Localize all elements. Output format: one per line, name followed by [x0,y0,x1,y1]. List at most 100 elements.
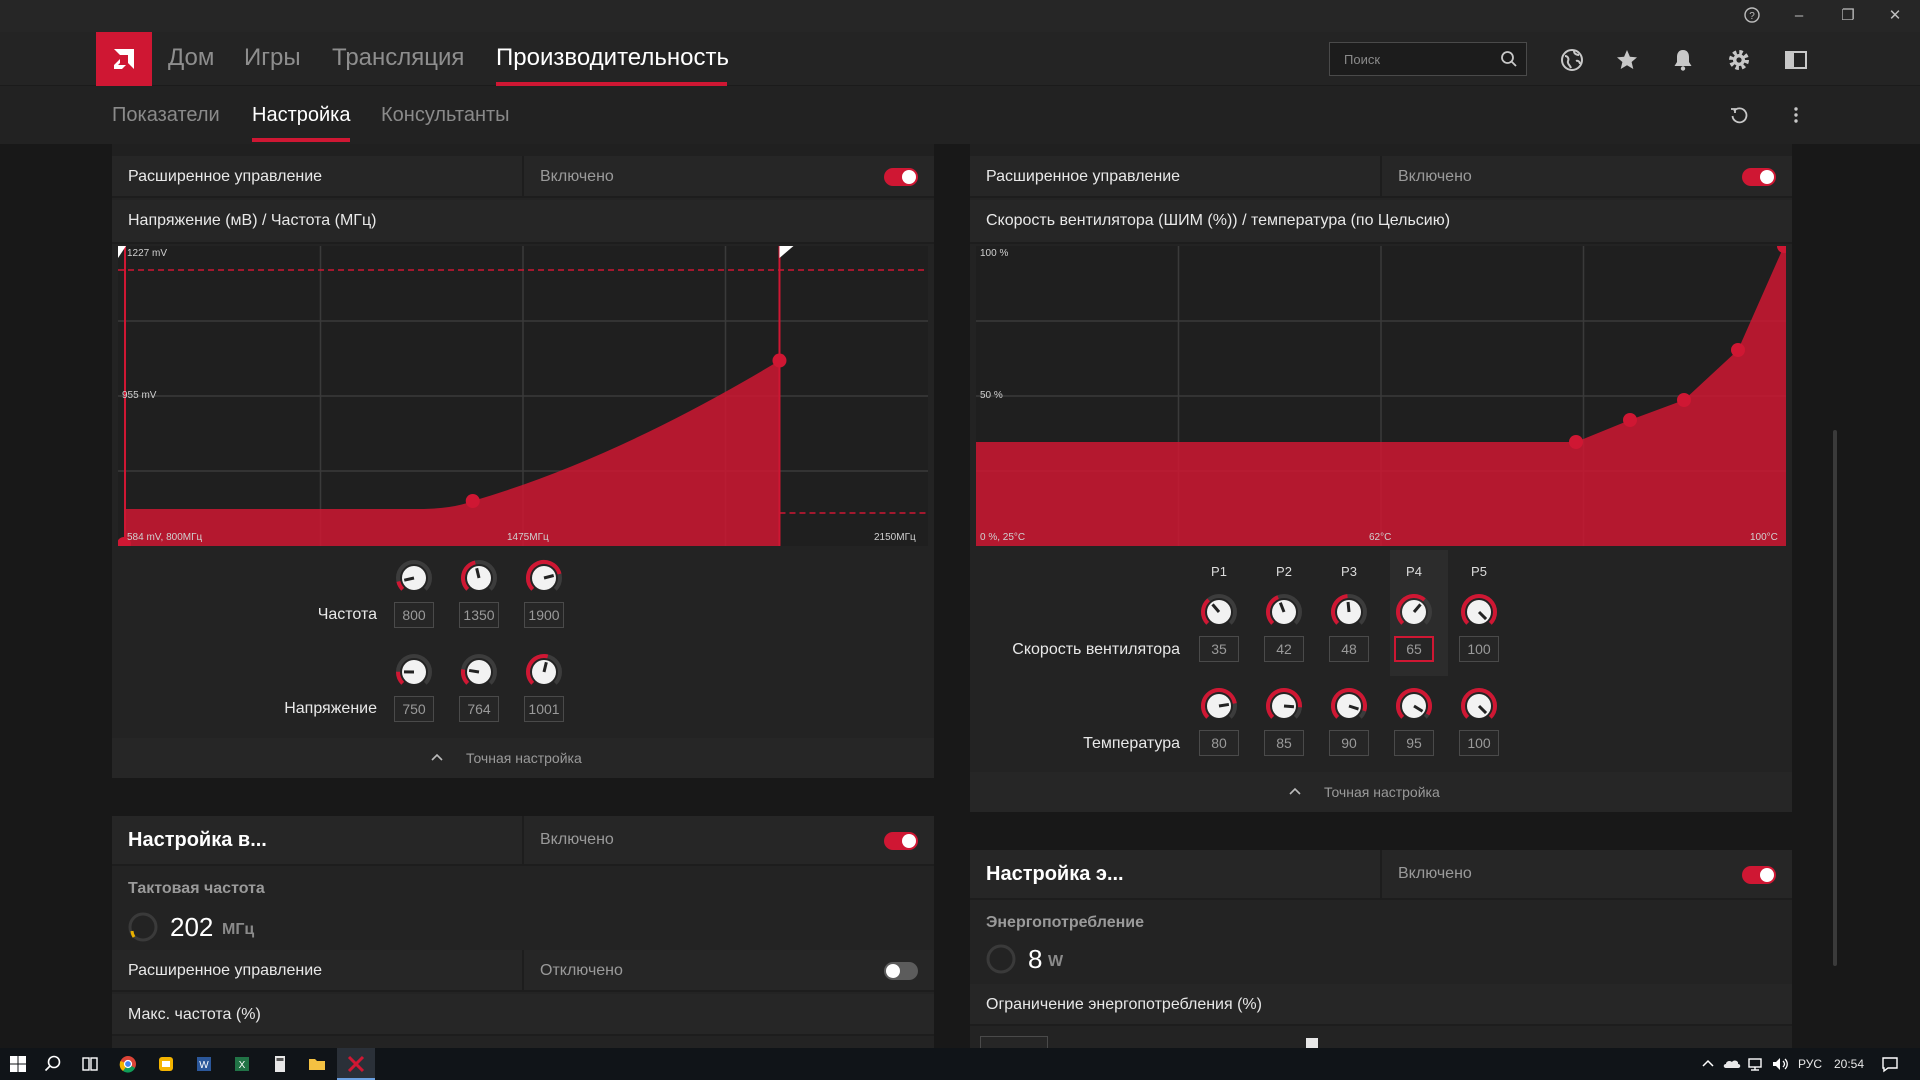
gpu-fine-tune-label[interactable]: Точная настройка [466,750,582,766]
point-label-p5[interactable]: P5 [1471,564,1487,579]
search-input[interactable] [1330,43,1490,75]
gpu-advanced-toggle[interactable] [884,168,918,186]
notifications-icon[interactable] [1880,1054,1900,1074]
volt-3-knob[interactable] [524,652,564,692]
point-label-p1[interactable]: P1 [1211,564,1227,579]
star-icon[interactable] [1614,47,1640,73]
power-toggle[interactable] [1742,866,1776,884]
amd-logo[interactable] [96,32,152,86]
more-icon[interactable] [1786,105,1806,125]
fan-temp-value-5[interactable]: 100 [1459,730,1499,756]
calculator-icon[interactable] [270,1054,290,1074]
fan-temp-value-2[interactable]: 85 [1264,730,1304,756]
fan-temp-3-knob[interactable] [1329,686,1369,726]
power-limit-input-stub[interactable] [980,1036,1048,1048]
amd-logo-icon [114,49,134,69]
point-label-p3[interactable]: P3 [1341,564,1357,579]
vram-toggle[interactable] [884,832,918,850]
windows-start-icon[interactable] [8,1054,28,1074]
fan-speed-4-knob[interactable] [1394,592,1434,632]
chevron-up-icon[interactable] [430,751,444,763]
vram-metric-area [112,866,934,950]
search-box[interactable] [1329,42,1527,76]
tab-games[interactable]: Игры [244,44,301,71]
fan-speed-value-4[interactable]: 65 [1394,636,1434,662]
bell-icon[interactable] [1670,47,1696,73]
freq-value-1[interactable]: 800 [394,602,434,628]
chevron-up-icon[interactable] [1288,785,1302,797]
vram-advanced-row: Расширенное управление Отключено [112,950,934,992]
restore-button[interactable]: ❐ [1841,7,1855,24]
fan-speed-1-knob[interactable] [1199,592,1239,632]
freq-2-knob[interactable] [459,558,499,598]
gear-icon[interactable] [1726,47,1752,73]
fan-fine-tune-label[interactable]: Точная настройка [1324,784,1440,800]
content-scrollbar[interactable] [1833,430,1837,966]
fan-advanced-toggle[interactable] [1742,168,1776,186]
fan-temp-value-3[interactable]: 90 [1329,730,1369,756]
vf-curve-svg[interactable] [117,246,928,551]
file-explorer-icon[interactable] [307,1054,327,1074]
tray-chevron-up-icon[interactable] [1698,1054,1718,1074]
fan-speed-5-knob[interactable] [1459,592,1499,632]
fan-fine-tune-bar[interactable]: Точная настройка [970,772,1792,812]
sidebar-icon[interactable] [1783,47,1809,73]
volt-value-1[interactable]: 750 [394,696,434,722]
freq-value-2[interactable]: 1350 [459,602,499,628]
clock[interactable]: 20:54 [1834,1057,1865,1071]
fan-speed-value-5[interactable]: 100 [1459,636,1499,662]
volume-icon[interactable] [1770,1054,1790,1074]
search-icon[interactable] [1500,50,1518,68]
fan-speed-value-3[interactable]: 48 [1329,636,1369,662]
power-limit-slider-handle[interactable] [1306,1038,1318,1048]
fan-temp-1-knob[interactable] [1199,686,1239,726]
notes-app-icon[interactable] [156,1054,176,1074]
fan-temp-4-knob[interactable] [1394,686,1434,726]
taskbar-search-icon[interactable] [43,1054,63,1074]
title-bar: ? – ❐ ✕ [0,0,1920,32]
tab-streaming[interactable]: Трансляция [332,44,465,71]
task-view-icon[interactable] [80,1054,100,1074]
knob-pointer [1412,603,1422,613]
vram-advanced-toggle[interactable] [884,962,918,980]
subtab-tuning[interactable]: Настройка [252,104,351,126]
help-button[interactable]: ? [1740,6,1764,26]
y-tick-top: 100 % [980,248,1009,259]
tab-home[interactable]: Дом [168,44,215,71]
excel-icon[interactable]: X [232,1054,252,1074]
fan-curve-svg[interactable] [976,239,1791,546]
chrome-icon[interactable] [118,1054,138,1074]
network-icon[interactable] [1746,1054,1766,1074]
freq-1-knob[interactable] [394,558,434,598]
onedrive-icon[interactable] [1722,1054,1742,1074]
amd-radeon-taskbar-icon[interactable] [346,1054,366,1074]
language-indicator[interactable]: РУС [1798,1057,1823,1071]
freq-3-knob[interactable] [524,558,564,598]
freq-value-3[interactable]: 1900 [524,602,564,628]
volt-value-3[interactable]: 1001 [524,696,564,722]
word-icon[interactable]: W [194,1054,214,1074]
fan-temp-5-knob[interactable] [1459,686,1499,726]
subtab-metrics[interactable]: Показатели [112,104,220,126]
fan-temp-value-1[interactable]: 80 [1199,730,1239,756]
fan-speed-3-knob[interactable] [1329,592,1369,632]
fan-speed-2-knob[interactable] [1264,592,1304,632]
point-label-p4[interactable]: P4 [1406,564,1422,579]
fan-speed-value-1[interactable]: 35 [1199,636,1239,662]
fan-curve-chart[interactable]: 100 % 50 % 0 %, 25°C 62°C 100°C [976,239,1791,546]
fan-temp-2-knob[interactable] [1264,686,1304,726]
close-button[interactable]: ✕ [1888,7,1902,24]
gpu-fine-tune-bar[interactable]: Точная настройка [112,738,934,778]
reset-icon[interactable] [1729,105,1749,125]
fan-temp-value-4[interactable]: 95 [1394,730,1434,756]
volt-1-knob[interactable] [394,652,434,692]
vf-curve-chart[interactable]: 1227 mV 955 mV 584 mV, 800МГц 1475МГц 21… [117,246,928,551]
tab-performance[interactable]: Производительность [496,44,729,71]
volt-2-knob[interactable] [459,652,499,692]
globe-icon[interactable] [1559,47,1585,73]
volt-value-2[interactable]: 764 [459,696,499,722]
subtab-advisors[interactable]: Консультанты [381,104,510,126]
fan-speed-value-2[interactable]: 42 [1264,636,1304,662]
point-label-p2[interactable]: P2 [1276,564,1292,579]
minimize-button[interactable]: – [1794,7,1804,24]
